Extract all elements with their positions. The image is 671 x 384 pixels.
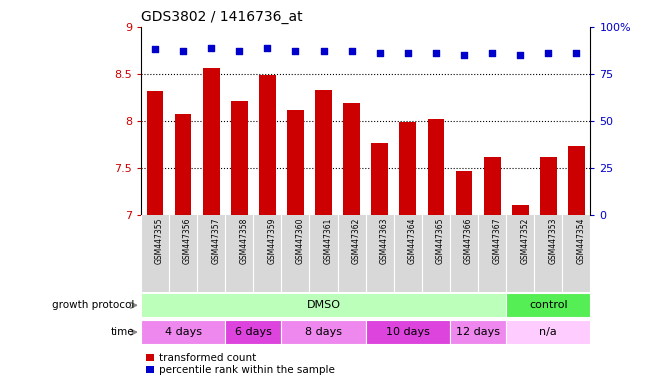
Bar <box>281 320 366 344</box>
Text: control: control <box>529 300 568 310</box>
Bar <box>203 68 219 215</box>
Point <box>459 52 470 58</box>
Point <box>318 48 329 55</box>
Point <box>234 48 245 55</box>
Point <box>515 52 525 58</box>
Text: 8 days: 8 days <box>305 327 342 337</box>
Text: GSM447355: GSM447355 <box>155 217 164 264</box>
Text: GDS3802 / 1416736_at: GDS3802 / 1416736_at <box>141 10 303 25</box>
Text: 4 days: 4 days <box>164 327 201 337</box>
Bar <box>540 157 557 215</box>
Text: 12 days: 12 days <box>456 327 500 337</box>
Text: 10 days: 10 days <box>386 327 430 337</box>
Text: time: time <box>111 327 134 337</box>
Bar <box>512 205 529 215</box>
Bar <box>141 293 506 317</box>
Point <box>431 50 442 56</box>
Legend: transformed count, percentile rank within the sample: transformed count, percentile rank withi… <box>146 353 334 375</box>
Text: DMSO: DMSO <box>307 300 341 310</box>
Point <box>206 45 217 51</box>
Text: GSM447365: GSM447365 <box>436 217 445 264</box>
Text: GSM447352: GSM447352 <box>520 217 529 264</box>
Text: GSM447366: GSM447366 <box>464 217 473 264</box>
Bar <box>141 320 225 344</box>
Point <box>571 50 582 56</box>
Text: 6 days: 6 days <box>235 327 272 337</box>
Bar <box>399 122 416 215</box>
Point <box>543 50 554 56</box>
Text: GSM447363: GSM447363 <box>380 217 389 264</box>
Text: GSM447367: GSM447367 <box>492 217 501 264</box>
Bar <box>456 171 472 215</box>
Bar <box>225 320 281 344</box>
Text: GSM447364: GSM447364 <box>408 217 417 264</box>
Point <box>262 45 272 51</box>
Text: GSM447357: GSM447357 <box>211 217 220 264</box>
Point <box>486 50 497 56</box>
Point <box>178 48 189 55</box>
Text: GSM447359: GSM447359 <box>267 217 276 264</box>
Text: GSM447356: GSM447356 <box>183 217 192 264</box>
Bar <box>450 320 506 344</box>
Text: GSM447362: GSM447362 <box>352 217 360 264</box>
Bar <box>315 90 332 215</box>
Bar <box>506 293 590 317</box>
Bar <box>484 157 501 215</box>
Bar <box>259 75 276 215</box>
Point <box>374 50 385 56</box>
Point <box>290 48 301 55</box>
Text: GSM447354: GSM447354 <box>576 217 585 264</box>
Text: GSM447361: GSM447361 <box>323 217 333 264</box>
Bar <box>568 146 585 215</box>
Text: growth protocol: growth protocol <box>52 300 134 310</box>
Bar <box>146 91 164 215</box>
Bar <box>231 101 248 215</box>
Text: GSM447360: GSM447360 <box>295 217 305 264</box>
Bar <box>174 114 191 215</box>
Bar <box>427 119 444 215</box>
Text: GSM447353: GSM447353 <box>548 217 558 264</box>
Bar <box>287 110 304 215</box>
Bar <box>343 103 360 215</box>
Bar <box>371 142 388 215</box>
Text: n/a: n/a <box>539 327 557 337</box>
Point <box>403 50 413 56</box>
Text: GSM447358: GSM447358 <box>240 217 248 264</box>
Bar <box>506 320 590 344</box>
Point <box>150 46 160 53</box>
Point <box>346 48 357 55</box>
Bar <box>366 320 450 344</box>
